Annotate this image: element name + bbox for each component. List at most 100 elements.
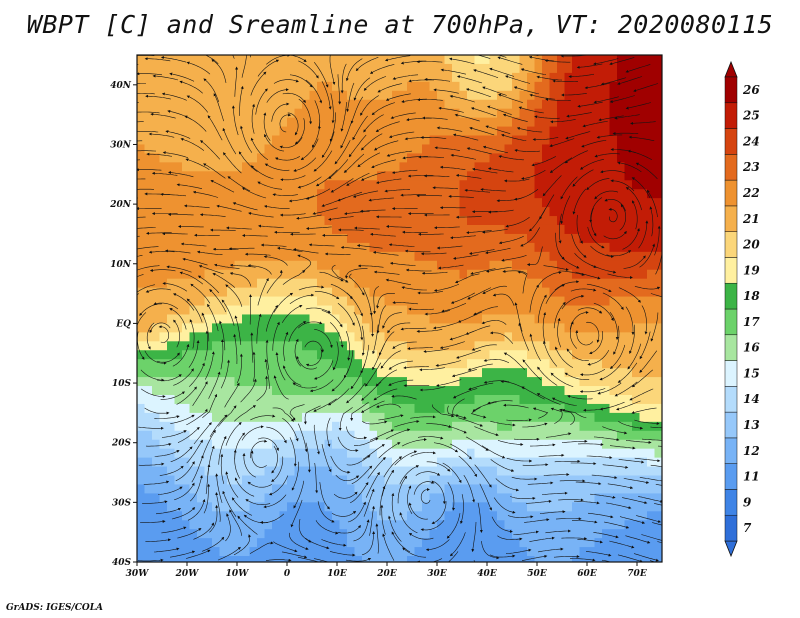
- wbpt-cell: [429, 359, 438, 369]
- wbpt-cell: [489, 475, 498, 486]
- wbpt-cell: [159, 439, 168, 450]
- wbpt-cell: [624, 233, 633, 244]
- wbpt-cell: [497, 359, 506, 369]
- streamline: [177, 528, 202, 539]
- streamline: [137, 284, 155, 293]
- streamline: [141, 388, 166, 398]
- wbpt-cell: [534, 63, 543, 74]
- wbpt-cell: [362, 359, 371, 369]
- wbpt-cell: [317, 412, 326, 423]
- wbpt-cell: [579, 72, 588, 83]
- wbpt-cell: [617, 63, 626, 74]
- wbpt-cell: [609, 287, 618, 298]
- streamline: [604, 198, 626, 212]
- y-tick-label: 20N: [109, 200, 132, 210]
- wbpt-cell: [414, 502, 423, 512]
- streamline: [550, 372, 574, 387]
- wbpt-cell: [324, 394, 333, 405]
- wbpt-cell: [182, 99, 191, 110]
- wbpt-cell: [377, 332, 386, 342]
- wbpt-cell: [362, 484, 371, 495]
- streamline: [177, 426, 200, 443]
- wbpt-cell: [249, 421, 258, 432]
- wbpt-cell: [512, 224, 521, 235]
- wbpt-cell: [602, 520, 611, 530]
- wbpt-cell: [534, 242, 543, 253]
- wbpt-cell: [197, 484, 206, 495]
- wbpt-cell: [234, 520, 243, 530]
- wbpt-cell: [279, 171, 288, 181]
- streamline: [365, 471, 380, 498]
- streamline: [479, 483, 492, 511]
- streamline: [186, 95, 208, 113]
- wbpt-cell: [602, 493, 611, 503]
- wbpt-cell: [212, 224, 221, 235]
- wbpt-cell: [467, 72, 476, 83]
- wbpt-cell: [549, 81, 558, 92]
- wbpt-cell: [377, 359, 386, 369]
- wbpt-cell: [354, 269, 363, 280]
- wbpt-cell: [459, 475, 468, 486]
- wbpt-cell: [384, 90, 393, 101]
- wbpt-cell: [332, 81, 341, 92]
- wbpt-cell: [257, 394, 266, 405]
- streamline: [625, 440, 652, 444]
- wbpt-cell: [212, 520, 221, 530]
- wbpt-cell: [144, 224, 153, 235]
- wbpt-cell: [654, 153, 662, 163]
- wbpt-cell: [309, 108, 318, 119]
- wbpt-cell: [294, 377, 303, 387]
- wbpt-cell: [182, 493, 191, 503]
- wbpt-cell: [257, 359, 266, 369]
- streamline: [608, 207, 618, 223]
- wbpt-cell: [347, 153, 356, 163]
- streamline: [485, 125, 511, 134]
- wbpt-cell: [557, 529, 566, 539]
- wbpt-cell: [272, 90, 281, 101]
- wbpt-cell: [144, 412, 153, 423]
- wbpt-cell: [407, 350, 416, 360]
- wbpt-cell: [467, 305, 476, 316]
- wbpt-cell: [204, 502, 213, 512]
- wbpt-cell: [639, 207, 648, 217]
- wbpt-cell: [227, 207, 236, 217]
- wbpt-cell: [519, 511, 528, 521]
- wbpt-cell: [504, 81, 513, 92]
- wbpt-cell: [467, 439, 476, 450]
- wbpt-cell: [617, 484, 626, 495]
- wbpt-cell: [242, 314, 251, 325]
- wbpt-cell: [324, 180, 333, 190]
- wbpt-cell: [414, 233, 423, 244]
- streamline: [225, 471, 239, 498]
- wbpt-cell: [482, 359, 491, 369]
- wbpt-cell: [617, 216, 626, 226]
- wbpt-cell: [594, 377, 603, 387]
- wbpt-cell: [227, 242, 236, 253]
- wbpt-cell: [384, 457, 393, 468]
- streamline: [606, 250, 632, 257]
- wbpt-cell: [564, 278, 573, 289]
- streamline: [612, 132, 639, 135]
- streamline: [287, 112, 299, 136]
- wbpt-cell: [347, 394, 356, 405]
- streamline: [577, 307, 603, 314]
- wbpt-cell: [309, 269, 318, 280]
- wbpt-cell: [639, 90, 648, 101]
- wbpt-cell: [392, 466, 401, 477]
- wbpt-cell: [212, 126, 221, 137]
- wbpt-cell: [527, 180, 536, 190]
- wbpt-cell: [212, 448, 221, 459]
- wbpt-cell: [152, 260, 161, 271]
- streamline: [227, 176, 251, 192]
- wbpt-cell: [212, 251, 221, 262]
- wbpt-cell: [399, 493, 408, 503]
- wbpt-cell: [564, 251, 573, 262]
- wbpt-cell: [309, 63, 318, 74]
- wbpt-cell: [362, 394, 371, 405]
- wbpt-cell: [542, 198, 551, 208]
- streamline: [616, 400, 641, 411]
- wbpt-cell: [219, 538, 228, 548]
- plot-frame: [136, 54, 663, 563]
- wbpt-cell: [317, 529, 326, 539]
- wbpt-cell: [609, 502, 618, 512]
